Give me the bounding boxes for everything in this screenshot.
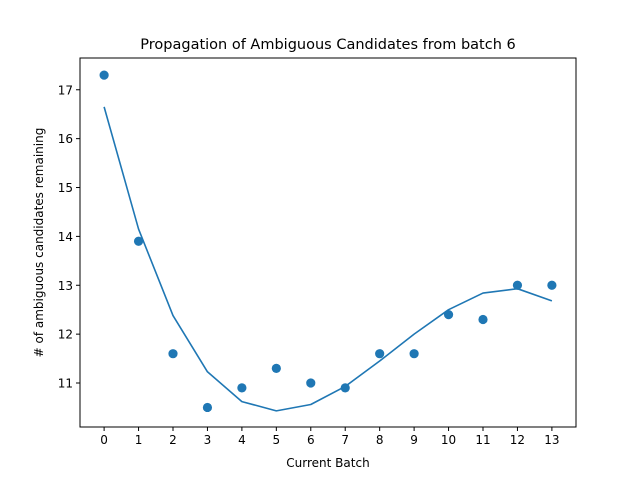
y-tick-label: 14	[58, 230, 73, 244]
data-point	[409, 349, 419, 359]
data-point	[133, 236, 144, 246]
data-point	[202, 402, 213, 413]
y-tick-label: 15	[58, 181, 73, 195]
data-point	[168, 349, 178, 359]
data-point	[306, 378, 316, 388]
x-tick-label: 1	[135, 433, 143, 447]
data-point	[99, 70, 109, 80]
trend-line	[103, 106, 553, 412]
x-tick-label: 9	[410, 433, 418, 447]
x-tick-label: 5	[273, 433, 281, 447]
x-tick-label: 3	[204, 433, 212, 447]
plot-frame	[79, 57, 577, 428]
data-point	[237, 383, 247, 393]
data-point	[443, 309, 454, 320]
data-point	[271, 363, 281, 373]
x-tick-label: 2	[169, 433, 177, 447]
x-tick-label: 13	[544, 433, 559, 447]
data-point	[478, 314, 488, 325]
y-axis: 11 12 13 14 15 16 17	[58, 83, 80, 391]
x-axis: 0 1 2 3 4 5 6 7 8 9 10 11 12 13	[100, 427, 560, 447]
x-tick-label: 10	[441, 433, 456, 447]
y-tick-label: 16	[58, 132, 73, 146]
y-tick-label: 12	[58, 328, 73, 342]
y-tick-label: 17	[58, 83, 73, 97]
y-tick-label: 11	[58, 377, 73, 391]
x-tick-label: 0	[100, 433, 108, 447]
x-tick-label: 12	[510, 433, 525, 447]
chart-title: Propagation of Ambiguous Candidates from…	[140, 37, 515, 53]
plot-area	[99, 70, 557, 413]
data-point	[340, 383, 350, 393]
y-axis-label: # of ambiguous candidates remaining	[32, 128, 46, 358]
y-tick-label: 13	[58, 279, 73, 293]
x-tick-label: 7	[341, 433, 349, 447]
data-point	[375, 349, 385, 359]
x-tick-label: 6	[307, 433, 315, 447]
x-tick-label: 4	[238, 433, 246, 447]
x-tick-label: 11	[475, 433, 490, 447]
x-tick-label: 8	[376, 433, 384, 447]
data-point	[512, 280, 523, 290]
data-point	[547, 280, 557, 290]
x-axis-label: Current Batch	[286, 456, 369, 470]
